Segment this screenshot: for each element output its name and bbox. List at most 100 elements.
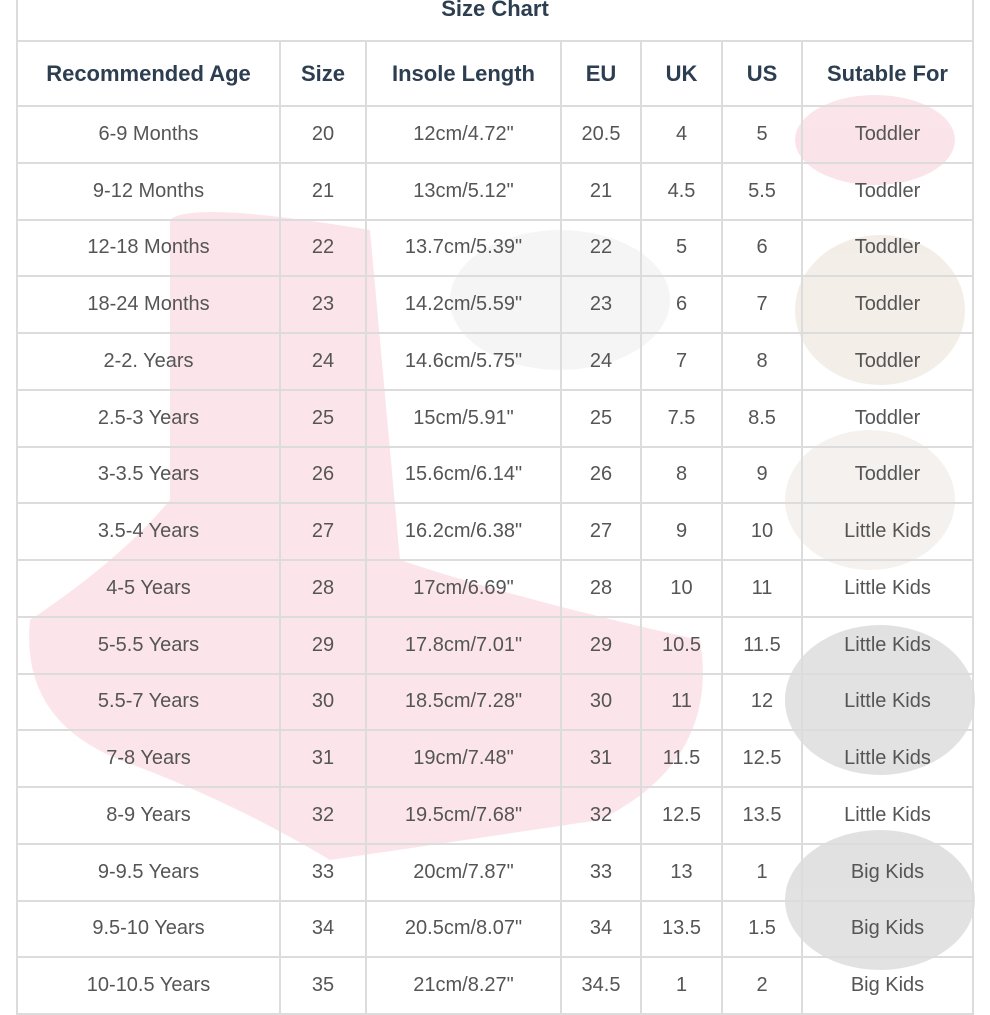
boot-thumb bbox=[785, 625, 975, 775]
table-cell: Little Kids bbox=[803, 788, 974, 845]
table-cell: Big Kids bbox=[803, 901, 974, 959]
table-cell: 33 bbox=[281, 844, 367, 902]
table-cell: 32 bbox=[562, 788, 642, 845]
table-cell: 4-5 Years bbox=[16, 561, 281, 618]
boot-thumb bbox=[785, 430, 955, 570]
table-title: Size Chart bbox=[16, 0, 974, 42]
table-cell: 5 bbox=[723, 107, 803, 164]
table-cell: 16.2cm/6.38" bbox=[367, 504, 562, 561]
table-cell: 25 bbox=[562, 390, 642, 448]
table-cell: 7 bbox=[723, 277, 803, 334]
table-cell: 12-18 Months bbox=[16, 220, 281, 278]
table-cell: 13.5 bbox=[723, 788, 803, 845]
header-cell: Size bbox=[281, 42, 367, 107]
table-cell: Toddler bbox=[803, 390, 974, 448]
table-cell: 11.5 bbox=[723, 617, 803, 675]
table-cell: 21 bbox=[562, 163, 642, 221]
table-cell: 20 bbox=[281, 107, 367, 164]
table-cell: 6 bbox=[642, 277, 723, 334]
table-cell: 3.5-4 Years bbox=[16, 504, 281, 561]
table-cell: 7-8 Years bbox=[16, 731, 281, 788]
table-cell: 22 bbox=[281, 220, 367, 278]
table-cell: 8 bbox=[723, 334, 803, 391]
table-cell: 8.5 bbox=[723, 390, 803, 448]
page: {"table": { "title": "Size Chart", "head… bbox=[16, 0, 975, 1015]
table-cell: 24 bbox=[281, 334, 367, 391]
table-cell: 20.5cm/8.07" bbox=[367, 901, 562, 959]
table-cell: 27 bbox=[562, 504, 642, 561]
table-cell: 8 bbox=[642, 447, 723, 505]
table-cell: 12cm/4.72" bbox=[367, 107, 562, 164]
table-cell: 7.5 bbox=[642, 390, 723, 448]
table-cell: 1 bbox=[723, 844, 803, 902]
boot-thumb bbox=[795, 235, 965, 385]
table-cell: Toddler bbox=[803, 163, 974, 221]
table-cell: 10-10.5 Years bbox=[16, 958, 281, 1015]
table-cell: Big Kids bbox=[803, 958, 974, 1015]
table-cell: Little Kids bbox=[803, 731, 974, 788]
table-cell: 29 bbox=[281, 617, 367, 675]
size-table: Size Chart Recommended Age Size Insole Leng… bbox=[16, 0, 974, 1015]
table-cell: 14.6cm/5.75" bbox=[367, 334, 562, 391]
table-cell: 12.5 bbox=[642, 788, 723, 845]
table-cell: 2 bbox=[723, 958, 803, 1015]
table-cell: 28 bbox=[281, 561, 367, 618]
header-cell: Insole Length bbox=[367, 42, 562, 107]
table-cell: 29 bbox=[562, 617, 642, 675]
table-cell: 5 bbox=[642, 220, 723, 278]
table-cell: 33 bbox=[562, 844, 642, 902]
table-cell: 20cm/7.87" bbox=[367, 844, 562, 902]
table-cell: 9 bbox=[723, 447, 803, 505]
table-cell: 26 bbox=[281, 447, 367, 505]
table-cell: Little Kids bbox=[803, 674, 974, 732]
table-cell: 20.5 bbox=[562, 107, 642, 164]
table-cell: 23 bbox=[281, 277, 367, 334]
table-cell: 17cm/6.69" bbox=[367, 561, 562, 618]
table-cell: 12 bbox=[723, 674, 803, 732]
table-cell: 35 bbox=[281, 958, 367, 1015]
table-cell: 3-3.5 Years bbox=[16, 447, 281, 505]
table-cell: 7 bbox=[642, 334, 723, 391]
table-cell: 1 bbox=[642, 958, 723, 1015]
table-cell: Little Kids bbox=[803, 561, 974, 618]
table-cell: 4 bbox=[642, 107, 723, 164]
table-cell: 25 bbox=[281, 390, 367, 448]
table-cell: 15cm/5.91" bbox=[367, 390, 562, 448]
table-cell: 9-9.5 Years bbox=[16, 844, 281, 902]
table-cell: 5-5.5 Years bbox=[16, 617, 281, 675]
table-cell: 9-12 Months bbox=[16, 163, 281, 221]
table-cell: Toddler bbox=[803, 220, 974, 278]
table-cell: 18.5cm/7.28" bbox=[367, 674, 562, 732]
table-cell: 17.8cm/7.01" bbox=[367, 617, 562, 675]
table-cell: 21 bbox=[281, 163, 367, 221]
table-cell: 26 bbox=[562, 447, 642, 505]
table-cell: 14.2cm/5.59" bbox=[367, 277, 562, 334]
header-cell: Sutable For bbox=[803, 42, 974, 107]
table-cell: 9 bbox=[642, 504, 723, 561]
table-cell: 21cm/8.27" bbox=[367, 958, 562, 1015]
table-cell: 13.7cm/5.39" bbox=[367, 220, 562, 278]
table-cell: 2.5-3 Years bbox=[16, 390, 281, 448]
table-cell: 1.5 bbox=[723, 901, 803, 959]
table-cell: 8-9 Years bbox=[16, 788, 281, 845]
table-cell: 10 bbox=[723, 504, 803, 561]
header-cell: UK bbox=[642, 42, 723, 107]
table-cell: 24 bbox=[562, 334, 642, 391]
table-cell: 9.5-10 Years bbox=[16, 901, 281, 959]
table-cell: 15.6cm/6.14" bbox=[367, 447, 562, 505]
table-cell: Little Kids bbox=[803, 504, 974, 561]
table-cell: 34.5 bbox=[562, 958, 642, 1015]
table-cell: Little Kids bbox=[803, 617, 974, 675]
table-cell: 18-24 Months bbox=[16, 277, 281, 334]
table-cell: Toddler bbox=[803, 277, 974, 334]
table-cell: 12.5 bbox=[723, 731, 803, 788]
table-cell: 6-9 Months bbox=[16, 107, 281, 164]
header-cell: US bbox=[723, 42, 803, 107]
table-cell: 10.5 bbox=[642, 617, 723, 675]
table-cell: 34 bbox=[281, 901, 367, 959]
table-cell: 31 bbox=[281, 731, 367, 788]
table-cell: 5.5-7 Years bbox=[16, 674, 281, 732]
table-cell: 30 bbox=[281, 674, 367, 732]
table-cell: 13 bbox=[642, 844, 723, 902]
table-cell: 4.5 bbox=[642, 163, 723, 221]
